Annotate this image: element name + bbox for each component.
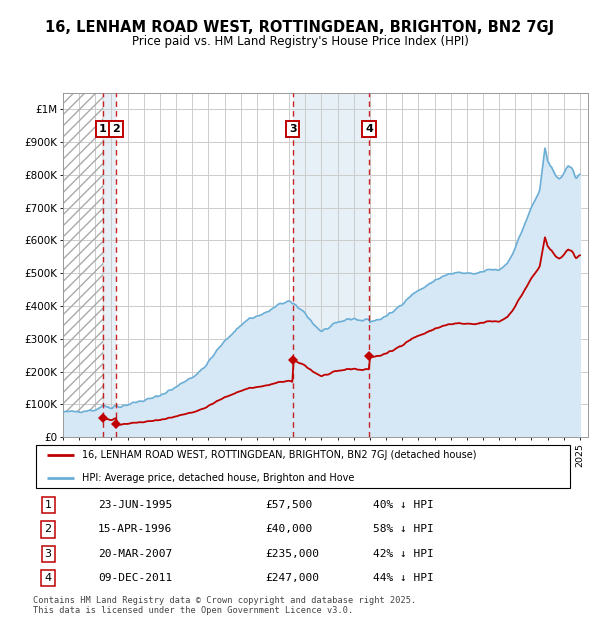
- Text: £57,500: £57,500: [265, 500, 313, 510]
- Bar: [103, 93, 116, 437]
- Text: 42% ↓ HPI: 42% ↓ HPI: [373, 549, 434, 559]
- Text: 23-JUN-1995: 23-JUN-1995: [98, 500, 172, 510]
- Bar: [63, 93, 103, 437]
- Text: 2: 2: [112, 124, 120, 134]
- Text: 4: 4: [365, 124, 373, 134]
- Text: 16, LENHAM ROAD WEST, ROTTINGDEAN, BRIGHTON, BN2 7GJ (detached house): 16, LENHAM ROAD WEST, ROTTINGDEAN, BRIGH…: [82, 450, 476, 461]
- Text: £235,000: £235,000: [265, 549, 319, 559]
- Bar: [293, 93, 369, 437]
- Text: 1: 1: [99, 124, 107, 134]
- Text: 1: 1: [44, 500, 52, 510]
- Text: 16, LENHAM ROAD WEST, ROTTINGDEAN, BRIGHTON, BN2 7GJ: 16, LENHAM ROAD WEST, ROTTINGDEAN, BRIGH…: [46, 20, 554, 35]
- Text: 09-DEC-2011: 09-DEC-2011: [98, 573, 172, 583]
- Text: 20-MAR-2007: 20-MAR-2007: [98, 549, 172, 559]
- Text: 3: 3: [289, 124, 296, 134]
- Text: 44% ↓ HPI: 44% ↓ HPI: [373, 573, 434, 583]
- Text: Price paid vs. HM Land Registry's House Price Index (HPI): Price paid vs. HM Land Registry's House …: [131, 35, 469, 48]
- Text: 58% ↓ HPI: 58% ↓ HPI: [373, 525, 434, 534]
- Text: £247,000: £247,000: [265, 573, 319, 583]
- Text: £40,000: £40,000: [265, 525, 313, 534]
- Text: 4: 4: [44, 573, 52, 583]
- Text: Contains HM Land Registry data © Crown copyright and database right 2025.
This d: Contains HM Land Registry data © Crown c…: [33, 596, 416, 615]
- Text: 40% ↓ HPI: 40% ↓ HPI: [373, 500, 434, 510]
- Text: 2: 2: [44, 525, 52, 534]
- FancyBboxPatch shape: [36, 445, 570, 488]
- Text: 15-APR-1996: 15-APR-1996: [98, 525, 172, 534]
- Text: HPI: Average price, detached house, Brighton and Hove: HPI: Average price, detached house, Brig…: [82, 472, 354, 483]
- Bar: [63, 93, 103, 437]
- Text: 3: 3: [44, 549, 52, 559]
